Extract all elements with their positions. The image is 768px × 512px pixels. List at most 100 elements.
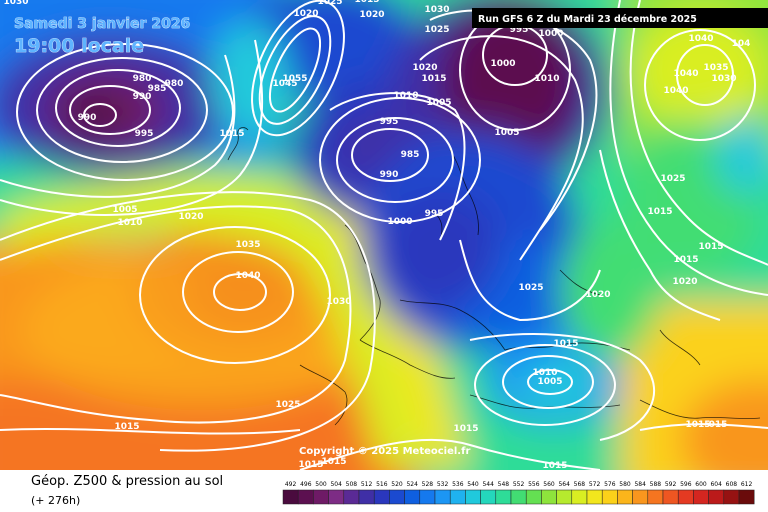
legend-swatch: [693, 489, 709, 505]
legend-swatch: [677, 489, 694, 505]
isobar-label: 1020: [359, 10, 384, 20]
isobar-label: 1015: [673, 255, 698, 265]
isobar-label: 1005: [494, 128, 519, 138]
isobar-label: 1000: [538, 29, 563, 39]
isobar-label: 1040: [235, 271, 260, 281]
isobar-label: 1025: [660, 174, 685, 184]
legend-swatch: [328, 489, 345, 505]
color-legend: 492 496 500 504 508 512 516 520 524 528 532 536 540 5…: [282, 481, 755, 505]
isobar-label: 1010: [393, 91, 418, 101]
isobar-label: 1040: [688, 34, 713, 44]
isobar-label: 1015: [453, 424, 478, 434]
run-info-banner: [472, 8, 768, 28]
isobar-label: 1025: [317, 0, 342, 7]
isobar-label: 980: [133, 74, 152, 84]
legend-label: 508: [346, 481, 358, 488]
legend-label: 504: [330, 481, 342, 488]
isobar-label: 1000: [387, 217, 412, 227]
isobar-label: 1005: [537, 377, 562, 387]
legend-label: 556: [528, 481, 540, 488]
legend-swatch: [525, 489, 542, 505]
legend-label: 512: [361, 481, 373, 488]
legend-swatch: [662, 489, 679, 505]
legend-label: 516: [376, 481, 388, 488]
isobar-label: 985: [148, 84, 167, 94]
isobar-label: 1000: [490, 59, 515, 69]
legend-label: 544: [482, 481, 494, 488]
isobar-label: 1020: [178, 212, 203, 222]
isobar-label: 015: [709, 420, 728, 430]
isobar-label: 1015: [114, 422, 139, 432]
legend-swatch: [419, 489, 436, 505]
legend-swatch: [313, 489, 329, 505]
isobar-label: 104: [732, 39, 751, 49]
isobar-label: 995: [510, 25, 529, 35]
isobar-label: 995: [135, 129, 154, 139]
legend-swatch: [480, 489, 497, 505]
legend-swatch: [510, 489, 527, 505]
weather-map: 1030 1020 1025 1015 1020 1030 1025 995 1000 1040 1…: [0, 0, 768, 470]
isobar-label: 990: [78, 113, 97, 123]
legend-label: 524: [406, 481, 418, 488]
run-info: Run GFS 6 Z du Mardi 23 décembre 2025: [478, 14, 697, 25]
legend-label: 564: [558, 481, 570, 488]
isobar-label: 1010: [534, 74, 559, 84]
legend-swatch: [556, 489, 573, 505]
isobar-label: 1020: [672, 277, 697, 287]
legend-swatch: [343, 489, 360, 505]
legend-swatch: [297, 489, 314, 505]
isobar-label: 1015: [647, 207, 672, 217]
legend-label: 584: [634, 481, 646, 488]
isobar-label: 1030: [424, 5, 449, 15]
legend-swatch: [617, 489, 633, 505]
legend-label: 496: [300, 481, 312, 488]
isobar-label: 1035: [703, 63, 728, 73]
isobar-label: 1015: [321, 457, 346, 467]
isobar-label: 1030: [711, 74, 736, 84]
legend-swatch: [632, 489, 649, 505]
legend-swatch: [647, 489, 664, 505]
legend-swatch: [389, 489, 405, 505]
isobar-label: 1015: [553, 339, 578, 349]
legend-swatch: [358, 489, 375, 505]
legend-label: 540: [467, 481, 479, 488]
forecast-time: 19:00 locale: [14, 35, 144, 57]
isobar-label: 1005: [112, 205, 137, 215]
legend-swatch: [434, 489, 451, 505]
legend-label: 492: [285, 481, 297, 488]
legend-swatch: [373, 489, 390, 505]
isobar-label: 1020: [293, 9, 318, 19]
legend-label: 612: [741, 481, 753, 488]
isobar-label: 1045: [272, 79, 297, 89]
legend-label: 608: [726, 481, 738, 488]
isobar-label: 1040: [673, 69, 698, 79]
isobar-label: 1015: [542, 461, 567, 470]
isobar-label: 1025: [518, 283, 543, 293]
legend-swatch: [282, 489, 299, 505]
legend-swatch: [449, 489, 466, 505]
legend-label: 604: [710, 481, 722, 488]
isobar-label: 1040: [663, 86, 688, 96]
isobar-label: 1015: [685, 420, 710, 430]
isobar-label: 1010: [117, 218, 142, 228]
legend-swatch: [541, 489, 557, 505]
legend-label: 520: [391, 481, 403, 488]
legend-swatch: [723, 489, 740, 505]
legend-label: 528: [422, 481, 434, 488]
isobar-lines: [0, 0, 768, 470]
isobar-label: 1015: [354, 0, 379, 5]
legend-label: 560: [543, 481, 555, 488]
legend-label: 580: [619, 481, 631, 488]
isobar-label: 1025: [424, 25, 449, 35]
legend-swatch: [465, 489, 481, 505]
legend-label: 600: [695, 481, 707, 488]
isobar-label: 1055: [282, 74, 307, 84]
isobar-label: 1015: [219, 129, 244, 139]
map-title: Géop. Z500 & pression au sol: [31, 474, 224, 489]
isobar-label: 980: [165, 79, 184, 89]
isobar-label: 1030: [326, 297, 351, 307]
legend-label: 500: [315, 481, 327, 488]
legend-label: 576: [604, 481, 616, 488]
